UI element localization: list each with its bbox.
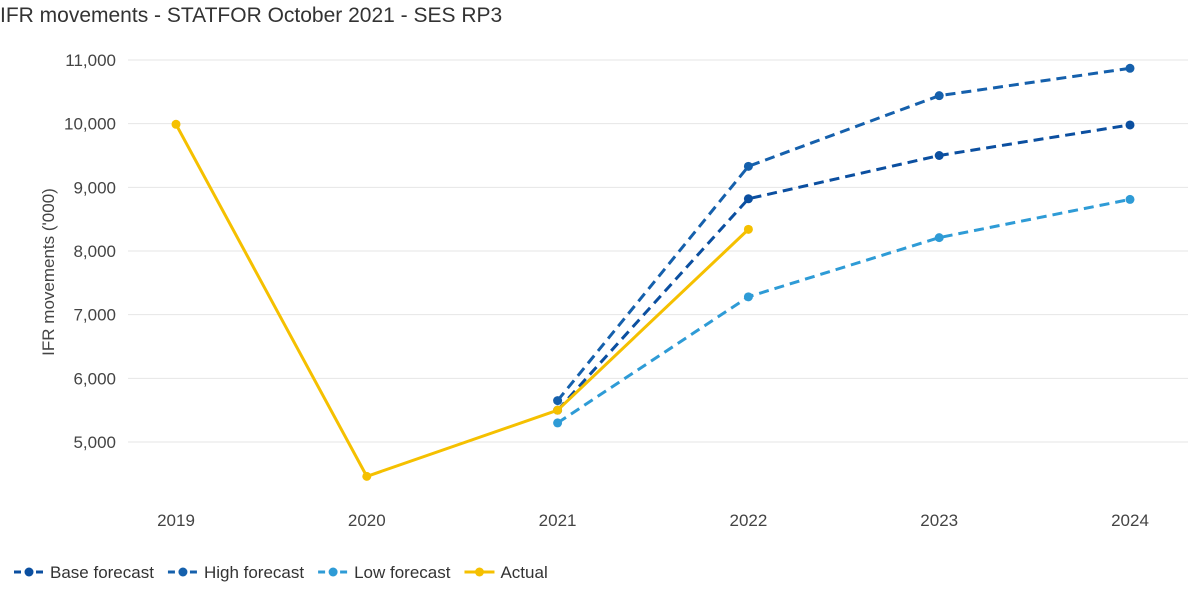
series-line xyxy=(174,123,750,478)
data-point xyxy=(1125,63,1135,73)
x-tick-label: 2024 xyxy=(1111,511,1149,530)
x-tick-label: 2022 xyxy=(729,511,767,530)
y-tick-label: 8,000 xyxy=(73,242,116,261)
legend-marker xyxy=(474,567,484,577)
data-point xyxy=(743,292,753,302)
x-axis-ticks: 2019 2020 2021 2022 2023 2024 xyxy=(157,511,1149,530)
x-tick-label: 2021 xyxy=(539,511,577,530)
data-point xyxy=(934,91,944,101)
legend-item-base-forecast[interactable]: Base forecast xyxy=(14,563,154,582)
series-line xyxy=(556,123,1131,412)
data-point xyxy=(553,418,563,428)
legend-label: High forecast xyxy=(204,563,304,582)
data-point xyxy=(743,161,753,171)
data-point xyxy=(171,119,181,129)
data-point xyxy=(1125,194,1135,204)
data-point xyxy=(553,405,563,415)
series-low-forecast xyxy=(553,194,1135,428)
y-tick-label: 7,000 xyxy=(73,306,116,325)
data-point xyxy=(743,194,753,204)
series-line xyxy=(556,197,1131,425)
y-tick-label: 5,000 xyxy=(73,433,116,452)
y-axis-ticks: 5,000 6,000 7,000 8,000 9,000 10,000 11,000 xyxy=(64,51,116,452)
series-base-forecast xyxy=(553,120,1135,415)
y-axis-label: IFR movements ('000) xyxy=(39,188,58,356)
y-tick-label: 9,000 xyxy=(73,178,116,197)
data-point xyxy=(1125,120,1135,130)
legend-item-high-forecast[interactable]: High forecast xyxy=(167,563,304,582)
series-high-forecast xyxy=(553,63,1135,406)
legend-label: Actual xyxy=(500,563,547,582)
legend-item-actual[interactable]: Actual xyxy=(464,563,548,582)
series-line xyxy=(556,66,1131,402)
legend-marker xyxy=(24,567,34,577)
series-lines xyxy=(171,63,1135,481)
chart-title: IFR movements - STATFOR October 2021 - S… xyxy=(0,4,502,27)
data-point xyxy=(934,233,944,243)
y-tick-label: 6,000 xyxy=(73,369,116,388)
data-point xyxy=(362,471,372,481)
x-tick-label: 2020 xyxy=(348,511,386,530)
legend-label: Base forecast xyxy=(50,563,154,582)
x-tick-label: 2019 xyxy=(157,511,195,530)
series-actual xyxy=(171,119,753,481)
legend-marker xyxy=(178,567,188,577)
legend-label: Low forecast xyxy=(354,563,451,582)
data-point xyxy=(553,396,563,406)
y-tick-label: 10,000 xyxy=(64,115,116,134)
grid-lines xyxy=(128,59,1188,443)
y-tick-label: 11,000 xyxy=(65,51,116,70)
x-tick-label: 2023 xyxy=(920,511,958,530)
legend-marker xyxy=(328,567,338,577)
legend-item-low-forecast[interactable]: Low forecast xyxy=(318,563,451,582)
data-point xyxy=(934,151,944,160)
data-point xyxy=(743,224,753,234)
legend[interactable]: Base forecast High forecast Low forecast Ac… xyxy=(14,563,548,582)
